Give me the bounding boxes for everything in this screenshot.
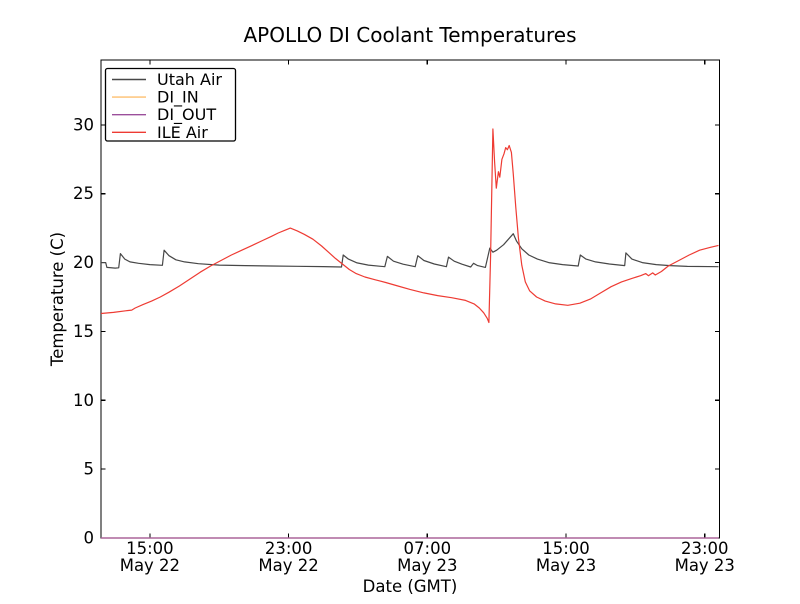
- x-axis-label: Date (GMT): [363, 577, 458, 596]
- y-tick-label: 10: [73, 391, 94, 410]
- x-tick-label: 07:00: [404, 539, 452, 558]
- x-tick-label: 23:00: [265, 539, 313, 558]
- legend-label: Utah Air: [157, 70, 222, 89]
- x-tick-label: May 22: [258, 556, 318, 575]
- x-tick-label: 23:00: [681, 539, 729, 558]
- legend-label: DI_OUT: [157, 105, 216, 125]
- legend-label: ILE Air: [157, 123, 208, 142]
- series-lines: [101, 128, 719, 324]
- y-tick-label: 25: [73, 184, 94, 203]
- y-axis-label: Temperature (C): [48, 232, 67, 367]
- y-tick-label: 5: [84, 460, 95, 479]
- legend-item: ILE Air: [112, 123, 208, 142]
- legend-label: DI_IN: [157, 88, 199, 108]
- series-line-ile-air: [101, 128, 719, 324]
- x-tick-label: May 22: [120, 556, 180, 575]
- x-tick-label: May 23: [536, 556, 596, 575]
- x-tick-label: May 23: [675, 556, 735, 575]
- axis-ticks: [101, 60, 720, 539]
- y-tick-label: 15: [73, 322, 94, 341]
- legend-item: Utah Air: [112, 70, 222, 89]
- x-tick-label: May 23: [397, 556, 457, 575]
- x-tick-label: 15:00: [126, 539, 174, 558]
- y-tick-label: 0: [84, 529, 95, 548]
- legend-item: DI_OUT: [112, 105, 216, 125]
- legend-item: DI_IN: [112, 88, 199, 108]
- y-tick-label: 20: [73, 253, 94, 272]
- legend-box: [104, 67, 237, 142]
- chart-title: APOLLO DI Coolant Temperatures: [243, 23, 576, 47]
- series-line-utah-air: [101, 233, 719, 269]
- x-tick-label: 15:00: [542, 539, 590, 558]
- y-tick-label: 30: [73, 115, 94, 134]
